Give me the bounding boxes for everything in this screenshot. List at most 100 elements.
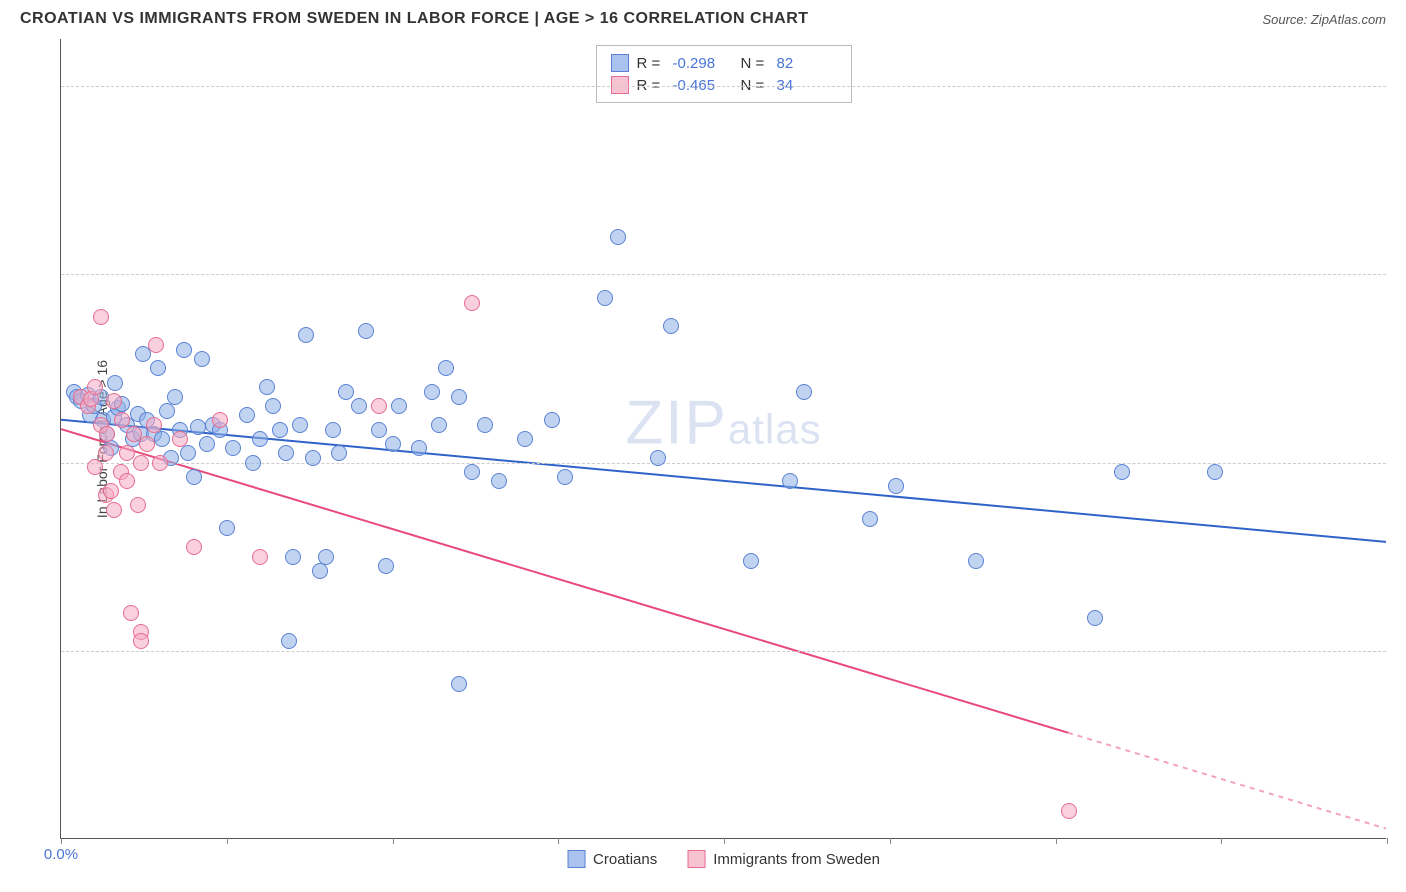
gridline <box>61 274 1386 275</box>
x-tick <box>1387 838 1388 844</box>
data-point-immigrants_sweden <box>119 473 135 489</box>
data-point-immigrants_sweden <box>99 426 115 442</box>
legend-sweden: Immigrants from Sweden <box>687 850 880 868</box>
x-end-label: 40.0% <box>1396 846 1406 863</box>
stat-row-sweden: R = -0.465 N = 34 <box>611 74 837 96</box>
data-point-croatians <box>186 469 202 485</box>
x-tick <box>1221 838 1222 844</box>
data-point-croatians <box>517 431 533 447</box>
data-point-immigrants_sweden <box>148 337 164 353</box>
data-point-immigrants_sweden <box>123 605 139 621</box>
data-point-croatians <box>438 360 454 376</box>
data-point-immigrants_sweden <box>103 483 119 499</box>
data-point-croatians <box>411 440 427 456</box>
data-point-croatians <box>743 553 759 569</box>
data-point-immigrants_sweden <box>252 549 268 565</box>
bottom-legend: Croatians Immigrants from Sweden <box>567 850 880 868</box>
data-point-croatians <box>167 389 183 405</box>
data-point-croatians <box>312 563 328 579</box>
data-point-croatians <box>451 676 467 692</box>
data-point-croatians <box>225 440 241 456</box>
data-point-croatians <box>154 431 170 447</box>
data-point-croatians <box>451 389 467 405</box>
data-point-croatians <box>782 473 798 489</box>
data-point-croatians <box>318 549 334 565</box>
correlation-stat-box: R = -0.298 N = 82 R = -0.465 N = 34 <box>596 45 852 103</box>
chart-title: CROATIAN VS IMMIGRANTS FROM SWEDEN IN LA… <box>20 10 809 28</box>
data-point-immigrants_sweden <box>133 455 149 471</box>
data-point-croatians <box>378 558 394 574</box>
stat-row-croatians: R = -0.298 N = 82 <box>611 52 837 74</box>
y-tick-label: 60.0% <box>1396 454 1406 471</box>
data-point-croatians <box>610 229 626 245</box>
data-point-croatians <box>107 375 123 391</box>
data-point-immigrants_sweden <box>371 398 387 414</box>
data-point-immigrants_sweden <box>152 455 168 471</box>
data-point-immigrants_sweden <box>139 436 155 452</box>
x-tick <box>890 838 891 844</box>
watermark: ZIPatlas <box>625 387 821 458</box>
data-point-croatians <box>176 342 192 358</box>
swatch-sweden-legend <box>687 850 705 868</box>
data-point-immigrants_sweden <box>133 633 149 649</box>
data-point-croatians <box>1087 610 1103 626</box>
data-point-croatians <box>464 464 480 480</box>
data-point-immigrants_sweden <box>464 295 480 311</box>
data-point-croatians <box>477 417 493 433</box>
data-point-immigrants_sweden <box>186 539 202 555</box>
data-point-croatians <box>431 417 447 433</box>
data-point-croatians <box>292 417 308 433</box>
data-point-immigrants_sweden <box>146 417 162 433</box>
data-point-croatians <box>371 422 387 438</box>
y-tick-label: 100.0% <box>1396 78 1406 95</box>
swatch-sweden <box>611 76 629 94</box>
gridline <box>61 651 1386 652</box>
data-point-croatians <box>391 398 407 414</box>
data-point-croatians <box>285 549 301 565</box>
data-point-croatians <box>1207 464 1223 480</box>
x-tick <box>558 838 559 844</box>
gridline <box>61 86 1386 87</box>
data-point-croatians <box>219 520 235 536</box>
data-point-croatians <box>281 633 297 649</box>
data-point-croatians <box>199 436 215 452</box>
data-point-croatians <box>862 511 878 527</box>
data-point-immigrants_sweden <box>130 497 146 513</box>
x-tick <box>1056 838 1057 844</box>
data-point-croatians <box>796 384 812 400</box>
x-origin-label: 0.0% <box>44 846 78 863</box>
y-tick-label: 40.0% <box>1396 642 1406 659</box>
data-point-immigrants_sweden <box>1061 803 1077 819</box>
data-point-croatians <box>888 478 904 494</box>
swatch-croatians-legend <box>567 850 585 868</box>
data-point-croatians <box>338 384 354 400</box>
data-point-croatians <box>259 379 275 395</box>
data-point-immigrants_sweden <box>106 393 122 409</box>
y-tick-label: 80.0% <box>1396 266 1406 283</box>
data-point-croatians <box>239 407 255 423</box>
data-point-croatians <box>663 318 679 334</box>
data-point-immigrants_sweden <box>98 445 114 461</box>
data-point-croatians <box>351 398 367 414</box>
data-point-croatians <box>1114 464 1130 480</box>
x-tick <box>61 838 62 844</box>
data-point-croatians <box>544 412 560 428</box>
data-point-immigrants_sweden <box>172 431 188 447</box>
data-point-croatians <box>385 436 401 452</box>
data-point-immigrants_sweden <box>212 412 228 428</box>
data-point-immigrants_sweden <box>114 412 130 428</box>
data-point-croatians <box>159 403 175 419</box>
x-tick <box>227 838 228 844</box>
source-label: Source: ZipAtlas.com <box>1262 12 1386 27</box>
data-point-croatians <box>305 450 321 466</box>
data-point-croatians <box>252 431 268 447</box>
data-point-immigrants_sweden <box>87 459 103 475</box>
chart-plot-area: In Labor Force | Age > 16 ZIPatlas R = -… <box>60 39 1386 839</box>
x-tick <box>724 838 725 844</box>
data-point-croatians <box>325 422 341 438</box>
data-point-croatians <box>491 473 507 489</box>
data-point-croatians <box>358 323 374 339</box>
data-point-immigrants_sweden <box>87 379 103 395</box>
data-point-croatians <box>245 455 261 471</box>
data-point-croatians <box>298 327 314 343</box>
